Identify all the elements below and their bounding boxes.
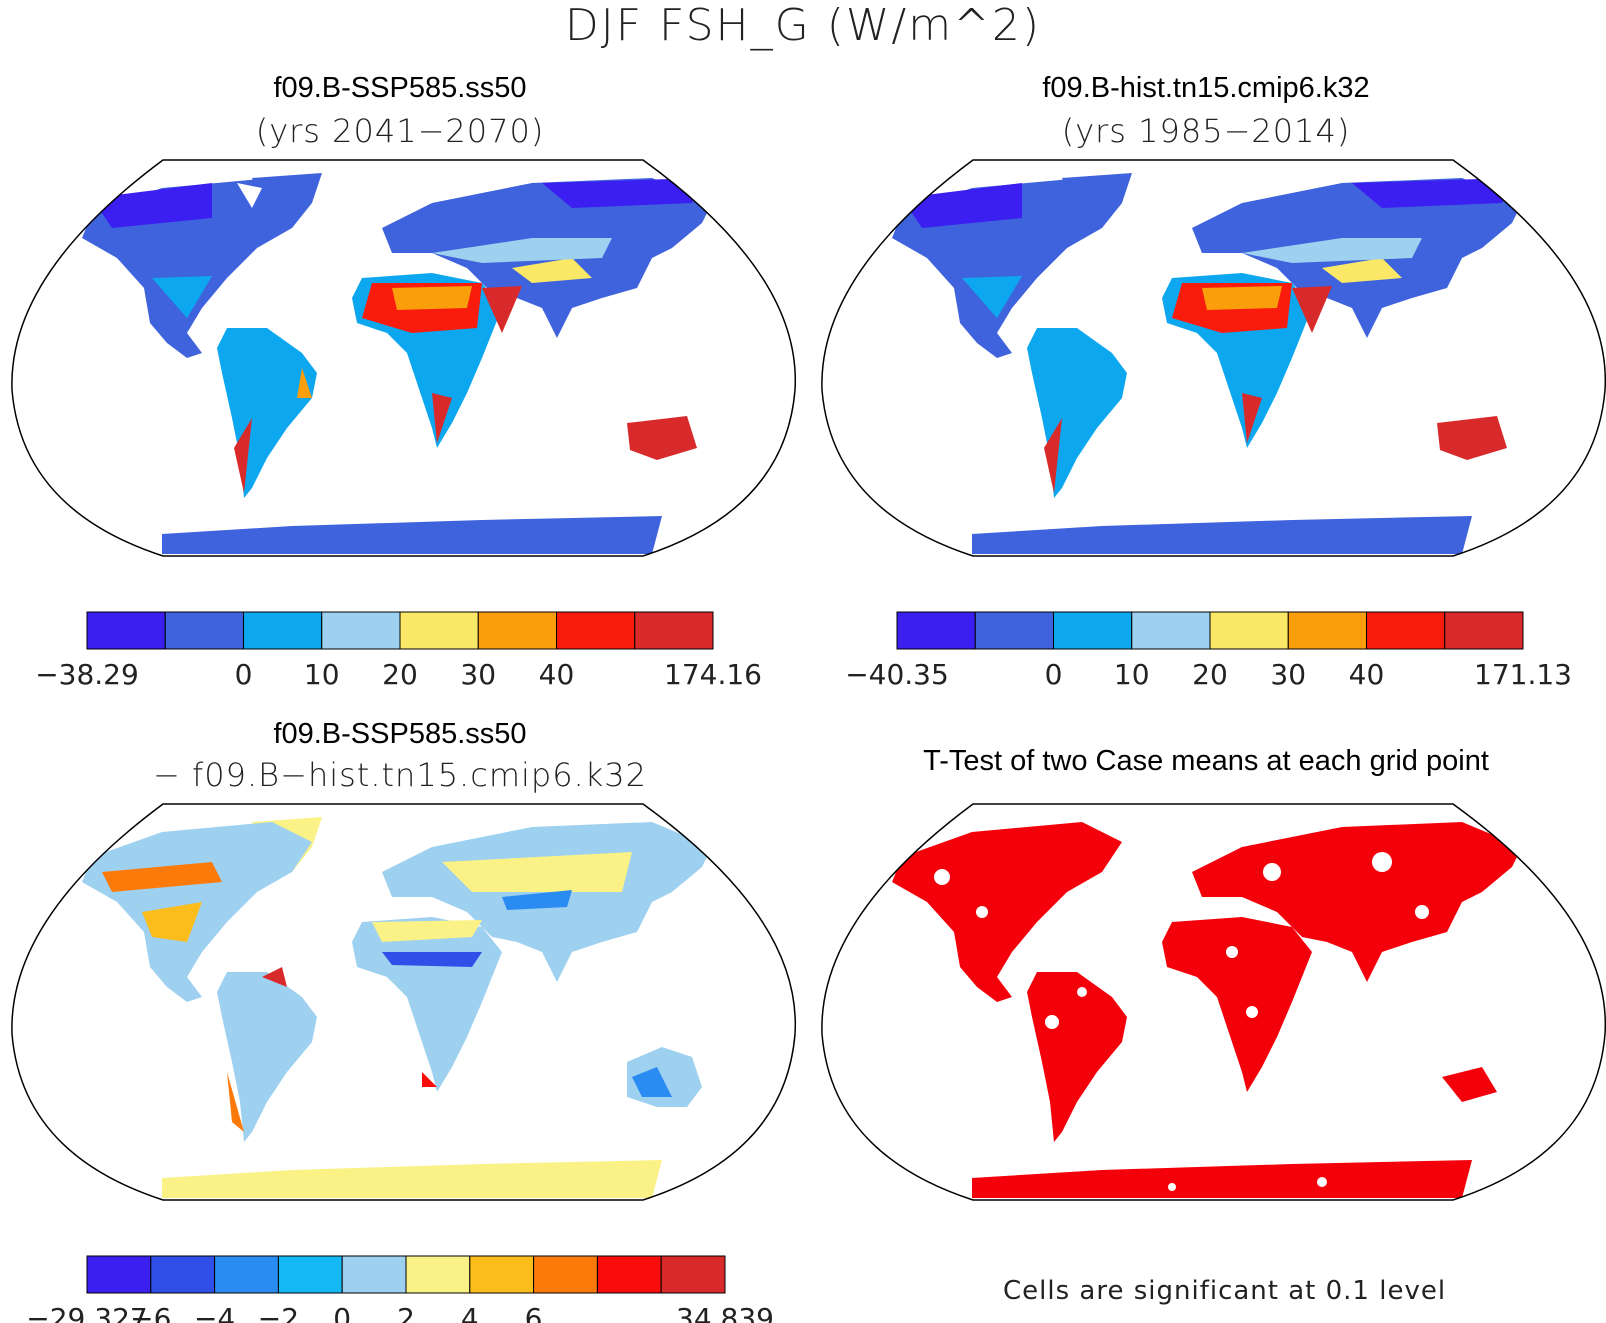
- colorbar-label: 30: [460, 658, 496, 691]
- colorbar-swatch: [341, 1255, 407, 1294]
- colorbar-swatch: [321, 611, 401, 650]
- colorbar-swatch: [86, 611, 166, 650]
- colorbar-swatch: [1287, 611, 1367, 650]
- colorbar-swatch: [896, 611, 976, 650]
- colorbar-label: 20: [382, 658, 418, 691]
- map-ttest-border: [821, 803, 1606, 1201]
- colorbar-swatch: [86, 1255, 152, 1294]
- colorbar-label: −38.29: [35, 658, 139, 691]
- map-ttest: [892, 822, 1522, 1198]
- panel-ttest-title: T-Test of two Case means at each grid po…: [923, 745, 1489, 777]
- panel-diff-title: f09.B-SSP585.ss50: [273, 718, 527, 750]
- colorbar-swatch: [469, 1255, 535, 1294]
- colorbar-label: 2: [397, 1302, 415, 1323]
- colorbar-label: 0: [1045, 658, 1063, 691]
- colorbar-swatch: [477, 611, 557, 650]
- colorbar-swatch: [405, 1255, 471, 1294]
- panel-diff-subtitle: − f09.B−hist.tn15.cmip6.k32: [153, 756, 647, 794]
- colorbar-label: 0: [235, 658, 253, 691]
- map-case1: [82, 173, 712, 554]
- colorbar-label: 4: [461, 1302, 479, 1323]
- colorbar-diff: −29.327−6 −4 −2 0 2 4 6 34.839: [26, 1255, 774, 1323]
- colorbar-label: 30: [1270, 658, 1306, 691]
- colorbar-swatch: [1444, 611, 1524, 650]
- colorbar-label: 171.13: [1474, 658, 1572, 691]
- colorbar-swatch: [277, 1255, 343, 1294]
- colorbar-label: 40: [1349, 658, 1385, 691]
- map-diff-border: [11, 803, 797, 1201]
- colorbar-label: 10: [304, 658, 340, 691]
- panel-case2-title: f09.B-hist.tn15.cmip6.k32: [1042, 72, 1370, 104]
- colorbar-swatch: [634, 611, 714, 650]
- colorbar-label: −4: [194, 1302, 235, 1323]
- colorbar-swatch: [150, 1255, 216, 1294]
- colorbar-swatch: [660, 1255, 726, 1294]
- map-case2-border: [821, 159, 1606, 557]
- colorbar-label: 10: [1114, 658, 1150, 691]
- colorbar-label: −2: [258, 1302, 299, 1323]
- colorbar-label: −40.35: [845, 658, 949, 691]
- colorbar-label: 6: [525, 1302, 543, 1323]
- significance-note: Cells are significant at 0.1 level: [1003, 1276, 1447, 1306]
- colorbar-swatch: [533, 1255, 598, 1294]
- colorbar-label: −29.327: [26, 1302, 147, 1323]
- panel-case2-subtitle: (yrs 1985−2014): [1061, 112, 1351, 150]
- colorbar-swatch: [1209, 611, 1289, 650]
- colorbar-swatch: [1053, 611, 1133, 650]
- colorbar-swatch: [596, 1255, 662, 1294]
- colorbar-swatch: [243, 611, 323, 650]
- figure-title: DJF FSH_G (W/m^2): [564, 0, 1042, 51]
- panel-case1-title: f09.B-SSP585.ss50: [273, 72, 527, 104]
- colorbar-label: 40: [539, 658, 575, 691]
- map-case1-border: [11, 159, 797, 557]
- colorbar-swatch: [1131, 611, 1211, 650]
- colorbar-swatch: [399, 611, 479, 650]
- colorbar-label: 174.16: [664, 658, 762, 691]
- colorbar-swatch: [214, 1255, 279, 1294]
- colorbar-case1: −38.29 0 10 20 30 40 174.16: [35, 611, 762, 691]
- colorbar-case2: −40.35 0 10 20 30 40 171.13: [845, 611, 1572, 691]
- colorbar-swatch: [1366, 611, 1446, 650]
- colorbar-label: −6: [130, 1302, 171, 1323]
- colorbar-swatch: [556, 611, 636, 650]
- colorbar-label: 0: [333, 1302, 351, 1323]
- colorbar-label: 34.839: [676, 1302, 774, 1323]
- map-case2: [892, 173, 1522, 554]
- colorbar-label: 20: [1192, 658, 1228, 691]
- map-diff: [82, 817, 712, 1198]
- colorbar-swatch: [164, 611, 244, 650]
- panel-case1-subtitle: (yrs 2041−2070): [255, 112, 545, 150]
- colorbar-swatch: [974, 611, 1054, 650]
